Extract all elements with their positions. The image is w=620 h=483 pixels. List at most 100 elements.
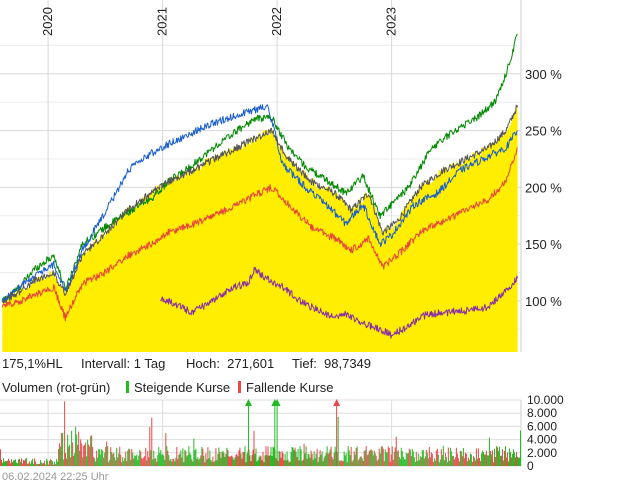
- volume-bar: [360, 456, 362, 466]
- volume-bar: [384, 449, 386, 466]
- volume-tick-label: 2.000: [527, 446, 557, 460]
- volume-bar: [349, 455, 351, 466]
- volume-bar: [57, 461, 59, 466]
- volume-bar: [341, 461, 343, 466]
- volume-bar: [307, 454, 309, 466]
- volume-bar: [125, 451, 127, 466]
- volume-bar: [383, 461, 385, 466]
- volume-bar: [9, 460, 11, 466]
- volume-bar: [98, 449, 100, 466]
- volume-bar: [406, 453, 408, 466]
- volume-bar: [443, 460, 445, 466]
- volume-bar: [144, 456, 146, 466]
- volume-bar: [479, 461, 481, 466]
- volume-bar: [113, 452, 115, 466]
- volume-bar: [468, 459, 470, 466]
- volume-bar: [322, 461, 324, 466]
- volume-bar: [512, 449, 514, 466]
- volume-bar: [122, 457, 124, 466]
- volume-bar: [312, 459, 314, 466]
- volume-bar: [467, 457, 469, 466]
- volume-bar: [17, 463, 19, 466]
- y-tick-label: 200 %: [525, 180, 562, 195]
- y-axis-ticks: 300 % 250 % 200 % 150 % 100 %: [525, 67, 562, 309]
- volume-bar: [222, 450, 224, 466]
- overflow-arrow: [333, 399, 341, 406]
- x-axis-ticks: 2020 2021 2022 2023: [40, 7, 399, 36]
- volume-bar: [42, 463, 44, 466]
- volume-bar: [433, 458, 435, 466]
- volume-bar: [327, 453, 329, 466]
- volume-bar: [334, 446, 336, 466]
- volume-bar: [474, 460, 476, 466]
- volume-bar: [79, 450, 81, 466]
- volume-bar: [234, 457, 236, 466]
- volume-bar: [268, 455, 270, 466]
- volume-bar: [32, 458, 34, 466]
- volume-bar: [33, 463, 35, 466]
- volume-bar: [166, 446, 168, 466]
- volume-bar: [172, 458, 174, 466]
- volume-bar: [277, 460, 279, 466]
- volume-bar: [273, 447, 275, 466]
- volume-bar: [372, 455, 374, 466]
- volume-bar: [225, 453, 227, 466]
- volume-bar: [171, 461, 173, 466]
- volume-bar: [227, 449, 229, 466]
- volume-bar: [69, 444, 71, 466]
- volume-bar: [21, 458, 23, 466]
- volume-bar: [438, 462, 440, 466]
- volume-bar: [279, 451, 281, 466]
- up-legend-swatch: [126, 381, 129, 393]
- volume-bar: [517, 457, 519, 466]
- volume-bar: [499, 455, 501, 466]
- volume-bar: [187, 455, 189, 466]
- area-fill: [2, 105, 518, 352]
- volume-bar: [346, 462, 348, 466]
- volume-bar: [464, 452, 466, 466]
- volume-bar: [471, 462, 473, 466]
- volume-bar: [27, 463, 29, 466]
- volume-bar: [462, 448, 464, 466]
- volume-bar: [403, 459, 405, 466]
- volume-bar: [4, 461, 6, 466]
- volume-bar: [41, 462, 43, 466]
- volume-bar: [416, 460, 418, 466]
- volume-bar: [328, 452, 330, 466]
- volume-bar: [137, 459, 139, 466]
- volume-bar: [250, 461, 252, 466]
- volume-bar: [453, 459, 455, 466]
- volume-bar: [60, 446, 62, 466]
- volume-bar: [243, 452, 245, 466]
- volume-bar: [378, 448, 380, 466]
- volume-bar: [338, 460, 340, 466]
- volume-bar: [141, 457, 143, 466]
- volume-bar: [254, 453, 256, 466]
- volume-bar: [516, 456, 518, 466]
- volume-bar: [444, 452, 446, 466]
- volume-bar: [451, 456, 453, 466]
- volume-bar: [440, 449, 442, 466]
- volume-bar: [511, 454, 513, 466]
- volume-bar: [500, 455, 502, 466]
- volume-bar: [357, 460, 359, 466]
- volume-bar: [271, 456, 273, 466]
- volume-bar: [126, 461, 128, 466]
- volume-bar: [445, 456, 447, 466]
- volume-bar: [165, 433, 167, 466]
- volume-bar: [80, 439, 82, 466]
- volume-bar: [66, 458, 68, 466]
- volume-bar: [319, 450, 321, 466]
- volume-bar: [218, 447, 220, 466]
- volume-bar: [442, 445, 444, 466]
- volume-bar: [333, 452, 335, 466]
- volume-bar: [519, 457, 520, 466]
- volume-bar: [26, 458, 28, 466]
- volume-bar: [161, 454, 163, 466]
- x-tick-label: 2022: [269, 7, 284, 36]
- volume-bar: [201, 446, 203, 466]
- volume-bar: [7, 460, 9, 466]
- series-line: [1, 104, 519, 304]
